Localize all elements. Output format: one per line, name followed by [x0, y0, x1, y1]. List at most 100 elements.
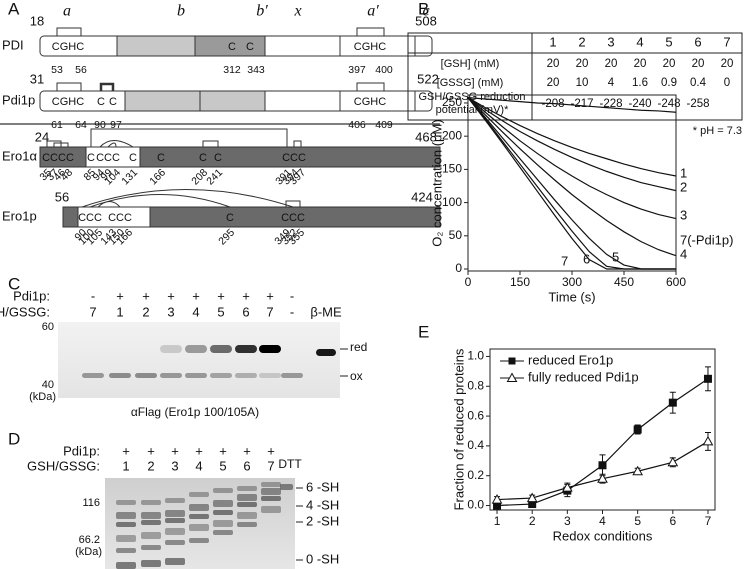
data-point — [598, 461, 607, 470]
residue-number: 56 — [75, 64, 87, 76]
y-tick-label: 250 — [442, 95, 462, 109]
protein-end: 522 — [417, 71, 439, 86]
gel-band — [141, 512, 161, 519]
domain-label: b — [177, 3, 185, 20]
domain-label: a — [63, 3, 71, 20]
gel-band — [189, 514, 209, 519]
lane-label: + — [167, 288, 175, 303]
gel-d — [105, 478, 295, 569]
data-point — [526, 492, 538, 503]
gel-c — [58, 322, 340, 398]
mw-unit: (kDa) — [75, 546, 102, 558]
lane-label: + — [267, 443, 275, 458]
gel-band — [189, 538, 209, 543]
legend-marker — [506, 372, 518, 382]
panel-label: B — [418, 0, 429, 18]
gel-band — [189, 492, 209, 497]
x-tick-label: 4 — [599, 514, 606, 528]
domain-label: c — [422, 3, 429, 20]
gel-band — [259, 345, 281, 353]
lane-label: 2 — [142, 304, 149, 319]
gel-band — [185, 373, 207, 378]
data-point — [667, 456, 679, 467]
cysteine-motif: CCC — [78, 212, 102, 224]
gel-row-label: GSH/GSSG: — [27, 458, 100, 473]
protein-name: Ero1α — [2, 148, 37, 163]
table-cell: 20 — [721, 58, 734, 70]
x-tick-label: 6 — [669, 514, 676, 528]
gel-band — [141, 560, 161, 567]
table-header: 7 — [723, 34, 730, 49]
band-label: 4 -SH — [306, 497, 339, 512]
data-line — [497, 378, 709, 507]
lane-label: + — [243, 443, 251, 458]
series-label: 1 — [680, 165, 687, 180]
protein-end: 424 — [411, 189, 433, 204]
residue-number: 406 — [348, 119, 366, 131]
residue-number: 343 — [247, 64, 265, 76]
lane-label: 7 — [267, 458, 274, 473]
lane-label: - — [290, 304, 294, 319]
cysteine-motif: CCC — [108, 212, 132, 224]
y-tick-label: 0.4 — [467, 438, 484, 452]
series-label: 6 — [583, 251, 590, 266]
x-tick-label: 150 — [510, 275, 530, 289]
gel-band — [82, 373, 104, 378]
table-cell: 20 — [605, 58, 618, 70]
gel-row-label: Pdi1p: — [63, 443, 100, 458]
protein-start: 56 — [55, 189, 69, 204]
table-frame — [407, 32, 743, 121]
table-row-label: [GSH] (mM) — [441, 58, 500, 70]
gel-band — [160, 373, 182, 378]
residue-number: 312 — [223, 64, 241, 76]
y-tick-label: 0.2 — [467, 468, 484, 482]
lane-label: + — [122, 443, 130, 458]
table-cell: -258 — [686, 98, 709, 110]
gel-band — [116, 562, 136, 569]
protein-end: 468 — [415, 129, 437, 144]
cysteine-motif: C — [129, 152, 137, 164]
domain-label: a′ — [367, 3, 379, 20]
y-tick-label: 50 — [449, 228, 463, 242]
y-tick-label: 0.6 — [467, 408, 484, 422]
cysteine-motif: C — [226, 212, 234, 224]
gel-band — [165, 510, 185, 517]
data-line — [467, 97, 677, 113]
gel-band — [141, 545, 161, 550]
lane-label: + — [266, 288, 274, 303]
gel-band — [237, 522, 257, 527]
table-header: 2 — [578, 34, 585, 49]
protein-start: 24 — [35, 129, 49, 144]
gel-band — [116, 500, 136, 505]
lane-label: - — [91, 288, 95, 303]
cysteine-motif: C — [199, 152, 207, 164]
series-label: 3 — [680, 207, 687, 222]
x-tick-label: 5 — [634, 514, 641, 528]
table-cell: 20 — [634, 58, 647, 70]
lane-label: + — [195, 443, 203, 458]
band-label: ox — [350, 369, 363, 383]
mw-unit: (kDa) — [29, 391, 56, 403]
gel-band — [259, 373, 281, 378]
gel-band — [213, 500, 233, 507]
y-tick-label: 1.0 — [467, 349, 484, 363]
table-cell: 20 — [547, 77, 560, 89]
series-label: 5 — [612, 249, 619, 264]
lane-label: 2 — [147, 458, 154, 473]
cysteine-motif: C — [228, 41, 236, 53]
lane-label: 1 — [122, 458, 129, 473]
gel-band — [261, 496, 281, 501]
cysteine-motif: C — [109, 96, 117, 108]
data-point — [597, 473, 608, 483]
cysteine-motif: C — [246, 41, 254, 53]
lane-label: DTT — [278, 457, 302, 471]
gel-band — [237, 494, 257, 501]
gel-band — [210, 345, 232, 353]
table-header: 4 — [636, 34, 643, 49]
gel-row-label: Pdi1p: — [13, 288, 50, 303]
protein-name: PDI — [2, 37, 24, 52]
protein-name: Ero1p — [2, 208, 37, 223]
cysteine-motif: CGHC — [52, 41, 84, 53]
gel-band — [160, 345, 182, 353]
gel-band — [237, 502, 257, 507]
